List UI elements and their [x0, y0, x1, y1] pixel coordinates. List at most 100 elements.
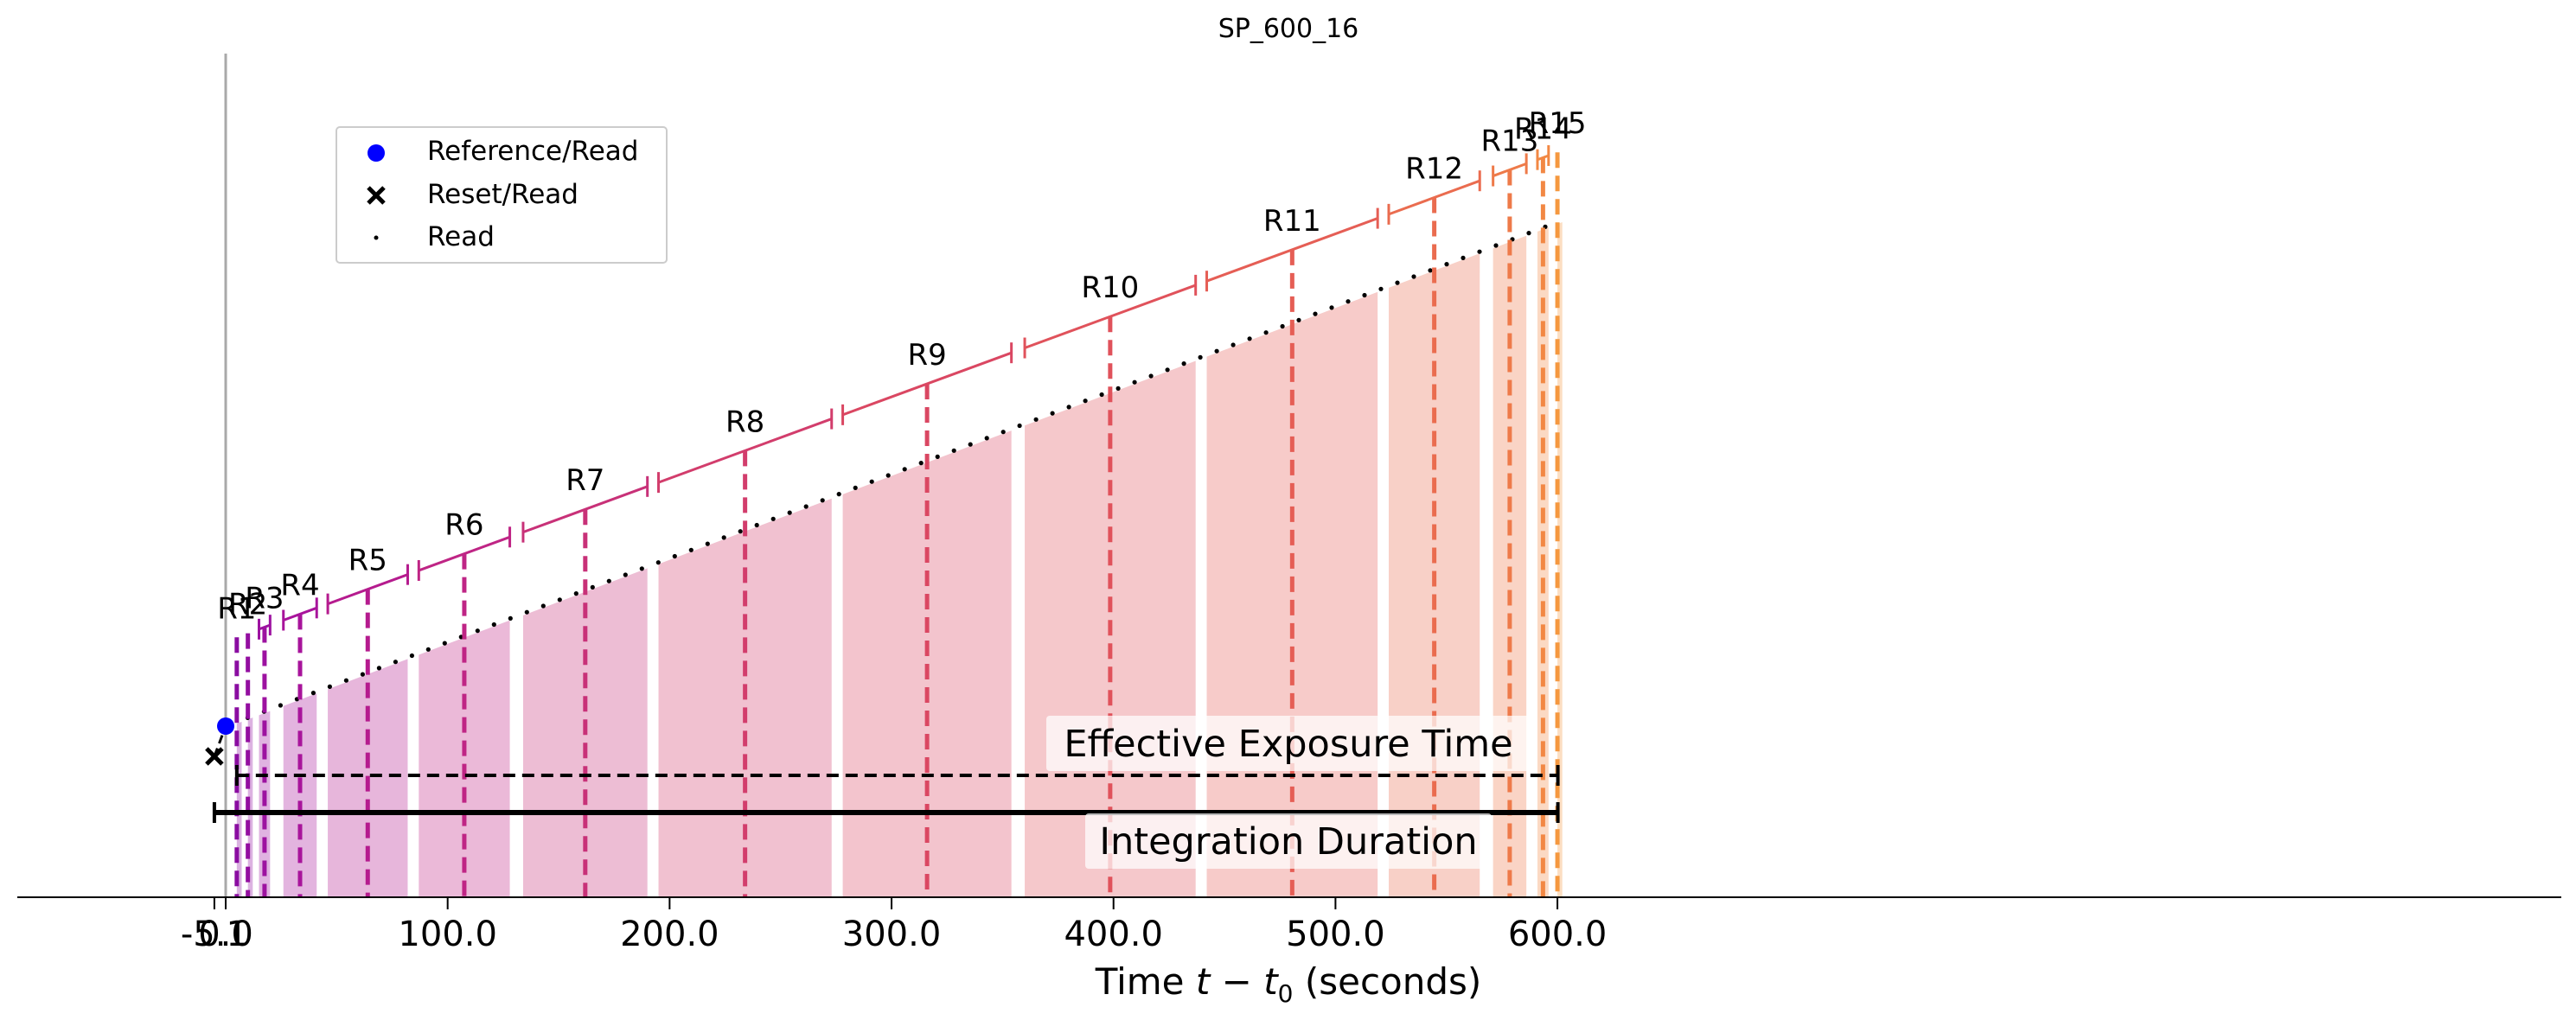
resultant-label-r1: R1	[217, 591, 256, 626]
read-dot	[1083, 398, 1088, 404]
read-dot	[770, 516, 776, 521]
read-dot	[376, 666, 381, 671]
reference-marker	[217, 717, 234, 735]
read-dot	[1378, 286, 1384, 291]
read-dot	[1280, 323, 1285, 329]
read-dot	[1411, 274, 1416, 279]
read-dot	[360, 672, 365, 677]
read-dot	[705, 541, 710, 546]
read-dot	[1263, 330, 1269, 335]
resultant-label-r5: R5	[348, 544, 387, 578]
legend-frame	[336, 126, 668, 264]
read-dot	[836, 492, 841, 497]
read-dot	[1000, 430, 1006, 435]
x-axis-label: Time t − t0 (seconds)	[1095, 960, 1482, 1008]
integration-duration-label-box	[1085, 813, 1492, 869]
read-dot	[1444, 262, 1449, 267]
resultant-label-r13: R13	[1480, 124, 1538, 158]
x-tick-label: -5.1	[181, 915, 248, 954]
read-dot	[1428, 268, 1433, 273]
legend-marker-reference	[368, 144, 385, 162]
x-tick-label: 300.0	[842, 915, 942, 954]
legend-label-reference: Reference/Read	[427, 136, 638, 167]
read-dot	[1148, 373, 1154, 379]
legend-marker-read	[374, 235, 379, 240]
reset-marker	[205, 747, 224, 766]
read-dot	[573, 591, 578, 596]
reset-marker-stroke	[205, 747, 224, 766]
accumulation-band-r11	[1206, 291, 1378, 897]
read-dot	[278, 703, 283, 708]
read-dot	[738, 529, 743, 534]
resultant-label-r4: R4	[280, 568, 319, 602]
read-dot	[557, 597, 562, 602]
read-dot	[327, 684, 332, 690]
read-dot	[1181, 361, 1186, 367]
resultant-label-r15: R15	[1529, 106, 1587, 141]
x-tick-label: 500.0	[1286, 915, 1385, 954]
read-dot	[672, 553, 677, 559]
read-dot	[1115, 386, 1121, 391]
x-tick-label: 0.0	[198, 915, 253, 954]
read-dot	[787, 510, 792, 515]
read-dot	[951, 448, 956, 453]
read-dot	[1493, 243, 1499, 248]
resultant-label-r6: R6	[444, 508, 483, 543]
read-dot	[393, 660, 398, 665]
resultant-label-r12: R12	[1405, 152, 1463, 187]
chart-title: SP_600_16	[1218, 14, 1359, 44]
read-dot	[639, 566, 644, 571]
read-dot	[721, 535, 726, 540]
read-dot	[1132, 379, 1137, 385]
read-dot	[1477, 249, 1482, 254]
resultant-label-r8: R8	[725, 405, 764, 439]
read-dot	[1461, 255, 1466, 260]
resultant-label-r14: R14	[1514, 112, 1572, 146]
accumulation-band-r4	[283, 693, 317, 897]
read-dot	[803, 504, 809, 509]
read-dots	[205, 224, 1548, 766]
read-dot	[1214, 348, 1219, 354]
x-axis: -5.10.0 100.0 200.0 300.0 400.0 500.0 600.0 Ti…	[17, 896, 2561, 1008]
read-dot	[1395, 280, 1400, 285]
read-dot	[590, 584, 595, 590]
read-dot	[1313, 311, 1318, 316]
effective-exposure-label-box	[1046, 716, 1531, 771]
x-tick-label: 100.0	[398, 915, 497, 954]
resultant-label-r7: R7	[566, 463, 604, 498]
read-dot	[1017, 423, 1022, 429]
x-tick-label: 600.0	[1508, 915, 1608, 954]
resultant-label-r9: R9	[907, 338, 946, 373]
read-dot	[1329, 305, 1334, 310]
read-dot	[508, 615, 513, 622]
read-dot	[1230, 342, 1236, 347]
read-dot	[820, 498, 825, 503]
read-dot	[491, 622, 496, 628]
read-dot	[409, 653, 414, 659]
accumulation-band-r6	[419, 620, 510, 897]
resultant-span-r10	[1024, 284, 1197, 349]
resultant-label-r10: R10	[1081, 271, 1139, 305]
x-tick-label: 200.0	[620, 915, 719, 954]
legend-label-read: Read	[427, 221, 495, 252]
read-dot	[540, 603, 546, 609]
read-dot	[984, 436, 989, 441]
read-dot	[1296, 317, 1301, 322]
read-dot	[754, 522, 759, 528]
legend-marker-reset	[367, 186, 386, 205]
reset-to-reference-line	[213, 725, 227, 757]
read-dot	[1247, 336, 1252, 341]
read-dot	[869, 479, 874, 484]
read-dot	[688, 547, 694, 552]
accumulation-bands	[236, 221, 1563, 898]
read-dot	[310, 691, 316, 696]
read-dot	[623, 572, 628, 577]
read-dot	[606, 578, 611, 583]
resultant-span-r13	[1493, 162, 1527, 177]
integration-duration-label: Integration Duration	[1099, 820, 1477, 864]
legend: Reference/Read Reset/Read Read	[336, 126, 668, 264]
read-dot	[968, 442, 973, 447]
read-dot	[1198, 354, 1203, 360]
